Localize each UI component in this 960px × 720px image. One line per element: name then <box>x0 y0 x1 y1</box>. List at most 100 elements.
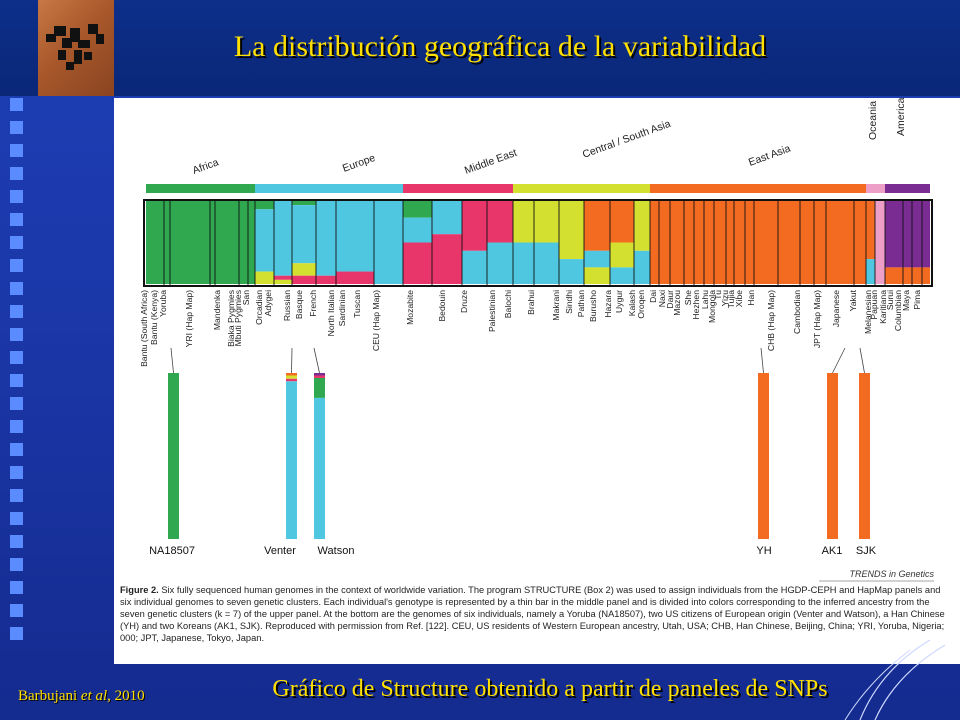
population-label: Uygur <box>614 290 624 313</box>
structure-segment <box>634 250 650 284</box>
decorative-curves <box>844 640 946 720</box>
population-label: Bantu (Kenya) <box>149 290 159 345</box>
decorative-square <box>10 604 23 617</box>
population-label: Sardinian <box>337 290 347 327</box>
population-label: Biaka Pygmies <box>226 290 236 347</box>
decorative-square <box>10 144 23 157</box>
genome-label: Watson <box>318 545 355 557</box>
structure-segment <box>403 242 432 284</box>
structure-plot: Africa Europe Middle East Central / South A… <box>139 98 934 582</box>
genome-bar-segment <box>286 378 297 382</box>
citation-author: Barbujani <box>18 688 81 704</box>
genome-connector <box>832 347 846 374</box>
population-label: Sindhi <box>564 290 574 314</box>
source-label: TRENDS in Genetics <box>849 569 934 579</box>
decorative-square <box>10 305 23 318</box>
region-label: Oceania <box>867 101 879 140</box>
decorative-square <box>10 420 23 433</box>
population-label: Tuscan <box>352 290 362 318</box>
population-label: Yoruba <box>158 290 168 317</box>
caption-label: Figure 2. <box>120 585 159 595</box>
decorative-square <box>10 581 23 594</box>
population-label: Mongola <box>707 290 717 323</box>
structure-segment <box>336 201 374 272</box>
decorative-square <box>10 351 23 364</box>
structure-segment <box>610 242 634 268</box>
figure-caption: Figure 2. Six fully sequenced human geno… <box>120 584 952 644</box>
structure-segment <box>634 201 650 251</box>
genome-bar-segment <box>314 377 325 398</box>
population-label: Tujia <box>726 290 736 309</box>
genome-connector <box>760 347 764 374</box>
population-label: Russian <box>282 290 292 321</box>
population-label: Melanesian <box>863 290 873 334</box>
population-label: Surui <box>885 290 895 310</box>
decorative-square <box>10 190 23 203</box>
population-label: North Italian <box>326 290 336 337</box>
structure-segment <box>584 267 610 284</box>
genome-connector <box>313 347 320 374</box>
genome-bar-segment <box>314 375 325 378</box>
genome-label: AK1 <box>822 545 843 557</box>
population-label: Orcadian <box>254 290 264 325</box>
structure-segment <box>255 201 274 210</box>
population-label: Maya <box>901 290 911 311</box>
population-label: Mandenka <box>212 290 222 330</box>
structure-segment <box>292 263 316 276</box>
genome-connector <box>170 347 174 374</box>
population-label: JPT (Hap Map) <box>812 290 822 348</box>
genome-label: Venter <box>264 545 296 557</box>
genome-bar-segment <box>314 397 325 539</box>
structure-segment <box>584 250 610 268</box>
genome-bar-segment <box>758 373 769 539</box>
structure-segment <box>885 201 930 268</box>
population-label: Xibe <box>734 290 744 307</box>
logo-glyph-icon <box>46 24 104 70</box>
structure-segment <box>274 275 292 280</box>
population-label: Karitiana <box>878 290 888 324</box>
genome-bar-segment <box>286 373 297 376</box>
region-label: Middle East <box>463 147 519 177</box>
decorative-square <box>10 98 23 111</box>
structure-segment <box>432 234 462 284</box>
structure-segment <box>403 217 432 243</box>
population-label: Oroqen <box>636 290 646 319</box>
structure-segment <box>885 267 930 284</box>
university-logo <box>38 0 114 96</box>
region-label: Africa <box>191 156 220 177</box>
population-label: Mbuti Pygmies <box>233 290 243 346</box>
structure-segment <box>866 259 875 284</box>
population-label: Adygei <box>263 290 273 316</box>
population-label: She <box>683 290 693 306</box>
decorative-square <box>10 167 23 180</box>
region-bar <box>885 184 930 193</box>
population-label: French <box>308 290 318 317</box>
structure-frame <box>143 199 933 287</box>
population-label: San <box>241 290 251 306</box>
region-bar <box>146 184 255 193</box>
structure-segment <box>316 275 336 284</box>
population-label: Han <box>746 290 756 306</box>
structure-segment <box>650 201 866 284</box>
population-label: Pima <box>912 290 922 310</box>
structure-segment <box>336 271 374 284</box>
structure-segment <box>559 259 584 284</box>
structure-segment <box>513 242 559 284</box>
genome-label: SJK <box>856 545 877 557</box>
structure-segment <box>462 250 487 284</box>
population-label: Japanese <box>831 290 841 327</box>
structure-segment <box>274 279 292 284</box>
population-label: Cambodian <box>792 290 802 334</box>
structure-figure: Africa Europe Middle East Central / South A… <box>114 98 960 664</box>
title-bar <box>0 0 960 96</box>
structure-segment <box>292 275 316 284</box>
structure-segment <box>610 267 634 284</box>
genome-bar-segment <box>286 381 297 539</box>
region-label: East Asia <box>747 143 792 169</box>
structure-segment <box>255 209 274 272</box>
decorative-square <box>10 236 23 249</box>
decorative-square <box>10 213 23 226</box>
population-label: Druze <box>459 290 469 313</box>
structure-segment <box>462 201 487 251</box>
population-label: CEU (Hap Map) <box>371 290 381 351</box>
